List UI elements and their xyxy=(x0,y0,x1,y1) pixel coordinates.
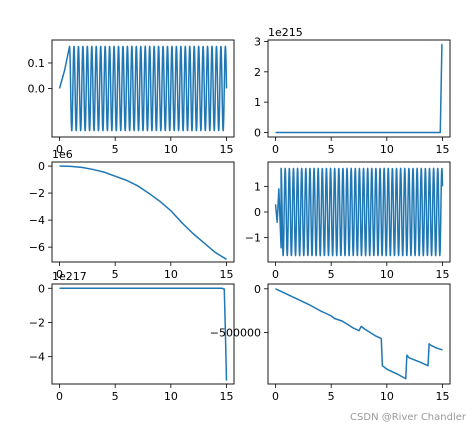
x-tick-label: 10 xyxy=(380,390,394,403)
y-tick-label: −500000 xyxy=(210,326,261,339)
series-line-6 xyxy=(275,288,443,380)
y-tick-label: −6 xyxy=(29,241,45,254)
x-tick-label: 15 xyxy=(435,268,449,281)
x-tick-label: 10 xyxy=(164,143,178,156)
y-tick-label: −2 xyxy=(29,187,45,200)
y-tick-label: 0 xyxy=(38,160,45,173)
y-tick-label: −4 xyxy=(29,214,45,227)
subplot-top-right: 0 5 10 15 0 1 2 3 1e215 xyxy=(254,26,451,156)
y-tick-label: −1 xyxy=(245,232,261,245)
x-tick-label: 0 xyxy=(56,390,63,403)
y-tick-label: 3 xyxy=(254,36,261,49)
subplot-middle-left: 0 5 10 15 0 −2 −4 −6 1e6 xyxy=(29,148,235,281)
x-tick-label: 0 xyxy=(272,390,279,403)
x-tick-label: 10 xyxy=(164,268,178,281)
subplot-bottom-right: 0 5 10 15 0 −500000 xyxy=(210,283,451,403)
x-tick-label: 5 xyxy=(112,143,119,156)
x-tick-label: 0 xyxy=(272,143,279,156)
x-tick-label: 15 xyxy=(219,143,233,156)
y-tick-label: 1 xyxy=(254,180,261,193)
subplot-middle-right: 0 5 10 15 −1 0 1 xyxy=(245,161,451,281)
y-tick-label: 0 xyxy=(254,206,261,219)
x-tick-label: 5 xyxy=(328,390,335,403)
x-tick-label: 10 xyxy=(380,268,394,281)
y-tick-label: 1 xyxy=(254,96,261,109)
watermark: CSDN @River Chandler xyxy=(350,412,466,423)
axes-frame xyxy=(267,283,451,385)
axis-offset-text: 1e6 xyxy=(52,148,73,161)
x-tick-label: 5 xyxy=(328,268,335,281)
y-tick-label: 0 xyxy=(254,283,261,296)
series-line-3 xyxy=(59,165,227,260)
x-tick-label: 15 xyxy=(435,143,449,156)
y-tick-label: 0 xyxy=(254,126,261,139)
series-line-1 xyxy=(58,45,228,132)
x-tick-label: 15 xyxy=(219,268,233,281)
y-tick-label: 2 xyxy=(254,66,261,79)
y-tick-label: −4 xyxy=(29,351,45,364)
x-tick-label: 5 xyxy=(112,268,119,281)
series-line-4 xyxy=(274,167,444,257)
y-tick-label: 0.1 xyxy=(28,57,46,70)
x-tick-label: 0 xyxy=(56,143,63,156)
y-tick-label: −2 xyxy=(29,316,45,329)
subplot-top-left: 0 5 10 15 0.0 0.1 xyxy=(28,39,235,156)
axis-offset-text: 1e217 xyxy=(52,270,87,283)
x-tick-label: 5 xyxy=(328,143,335,156)
axes-frame xyxy=(51,283,235,385)
x-tick-label: 10 xyxy=(164,390,178,403)
subplot-bottom-left: 0 5 10 15 0 −2 −4 1e217 xyxy=(29,270,235,403)
x-tick-label: 0 xyxy=(56,268,63,281)
x-tick-label: 15 xyxy=(435,390,449,403)
series-line-5 xyxy=(59,287,228,381)
x-tick-label: 10 xyxy=(380,143,394,156)
series-line-2 xyxy=(275,43,443,134)
y-tick-label: 0.0 xyxy=(28,83,46,96)
axes-frame xyxy=(51,161,235,263)
y-tick-label: 0 xyxy=(38,282,45,295)
x-tick-label: 0 xyxy=(272,268,279,281)
x-tick-label: 5 xyxy=(112,390,119,403)
axes-frame xyxy=(267,39,451,138)
x-tick-label: 15 xyxy=(219,390,233,403)
axis-offset-text: 1e215 xyxy=(268,26,303,39)
